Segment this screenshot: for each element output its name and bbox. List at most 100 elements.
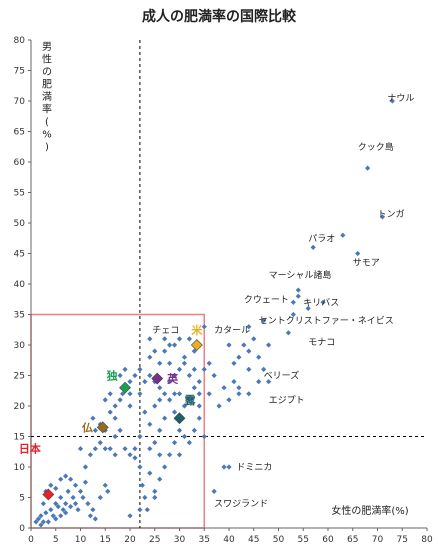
- annotation-label: チェコ: [152, 325, 179, 336]
- data-point: [127, 379, 133, 385]
- data-point: [33, 519, 39, 525]
- highlight-label: 露: [184, 394, 196, 407]
- data-point: [290, 311, 296, 318]
- annotation-label: ベリーズ: [264, 370, 300, 382]
- data-point: [191, 385, 197, 391]
- annotation-label: カタール: [214, 325, 250, 336]
- data-point: [181, 403, 188, 409]
- annotation-label: モナコ: [308, 337, 335, 348]
- data-point: [87, 452, 93, 458]
- annotation-label: サモア: [353, 258, 380, 269]
- data-point: [90, 507, 96, 513]
- data-point: [142, 409, 148, 415]
- y-tick-label: 70: [14, 97, 26, 107]
- y-axis-label-char: 満: [42, 91, 52, 103]
- data-point: [60, 507, 66, 513]
- data-point: [236, 391, 242, 397]
- data-point: [68, 504, 74, 510]
- data-point: [320, 299, 326, 305]
- data-point: [196, 391, 202, 397]
- data-point: [261, 366, 267, 372]
- highlight-point: [42, 488, 55, 501]
- data-point: [97, 494, 103, 501]
- data-point: [186, 397, 192, 403]
- data-point: [310, 244, 316, 250]
- data-points: [33, 98, 395, 528]
- data-point: [147, 421, 153, 427]
- data-point: [107, 409, 113, 415]
- annotation-label: マーシャル諸島: [269, 269, 332, 281]
- data-point: [48, 482, 54, 488]
- data-point: [256, 354, 262, 360]
- data-point: [226, 464, 232, 470]
- data-point: [142, 494, 148, 501]
- data-point: [171, 440, 178, 446]
- data-point: [231, 379, 237, 385]
- data-point: [186, 336, 192, 342]
- data-point: [63, 510, 69, 516]
- data-point: [221, 385, 227, 391]
- data-point: [167, 379, 173, 385]
- x-tick-label: 5: [53, 535, 59, 545]
- data-point: [152, 403, 158, 409]
- annotation-label: ドミニカ: [236, 462, 272, 473]
- data-point: [285, 330, 291, 336]
- data-point: [63, 501, 69, 507]
- data-point: [117, 427, 123, 433]
- annotation-label: ナウル: [387, 93, 414, 104]
- data-point: [196, 379, 202, 385]
- data-point: [107, 391, 113, 397]
- data-point: [38, 513, 44, 519]
- data-point: [365, 165, 371, 171]
- data-point: [142, 379, 148, 385]
- data-point: [226, 397, 232, 403]
- data-point: [58, 476, 64, 482]
- data-point: [167, 397, 173, 403]
- highlight-point: [119, 381, 131, 394]
- annotation-label: キリバス: [303, 297, 339, 308]
- data-point: [295, 293, 301, 299]
- data-point: [137, 507, 143, 513]
- data-point: [167, 342, 173, 348]
- data-point: [97, 440, 103, 446]
- data-point: [137, 391, 143, 397]
- data-point: [127, 452, 133, 458]
- data-point: [221, 464, 227, 470]
- data-point: [167, 360, 173, 366]
- highlight-label: 米: [190, 323, 203, 337]
- data-point: [241, 342, 247, 348]
- data-point: [105, 488, 111, 494]
- data-point: [201, 324, 207, 330]
- data-point: [137, 433, 143, 440]
- data-point: [196, 403, 202, 409]
- x-tick-label: 35: [199, 535, 210, 545]
- reference-lines: [31, 40, 427, 528]
- data-point: [68, 476, 74, 482]
- data-point: [157, 397, 163, 403]
- data-point: [132, 446, 138, 452]
- data-point: [305, 305, 311, 311]
- data-point: [157, 452, 163, 458]
- data-point: [186, 440, 192, 446]
- data-point: [152, 494, 158, 501]
- data-point: [171, 391, 178, 397]
- data-point: [157, 385, 163, 391]
- x-tick-label: 65: [347, 535, 358, 545]
- data-point: [236, 385, 242, 391]
- data-point: [226, 342, 232, 348]
- y-axis-label-char: 男: [42, 41, 52, 53]
- data-point: [290, 299, 296, 305]
- annotation-label: スワジランド: [214, 499, 268, 510]
- data-point: [211, 488, 217, 494]
- data-point: [58, 513, 64, 519]
- data-point: [340, 232, 346, 238]
- annotation-label: パラオ: [308, 233, 335, 244]
- highlight-point: [96, 421, 109, 434]
- data-point: [246, 366, 252, 372]
- y-tick-label: 45: [14, 250, 25, 260]
- data-point: [112, 415, 118, 421]
- data-point: [43, 510, 49, 516]
